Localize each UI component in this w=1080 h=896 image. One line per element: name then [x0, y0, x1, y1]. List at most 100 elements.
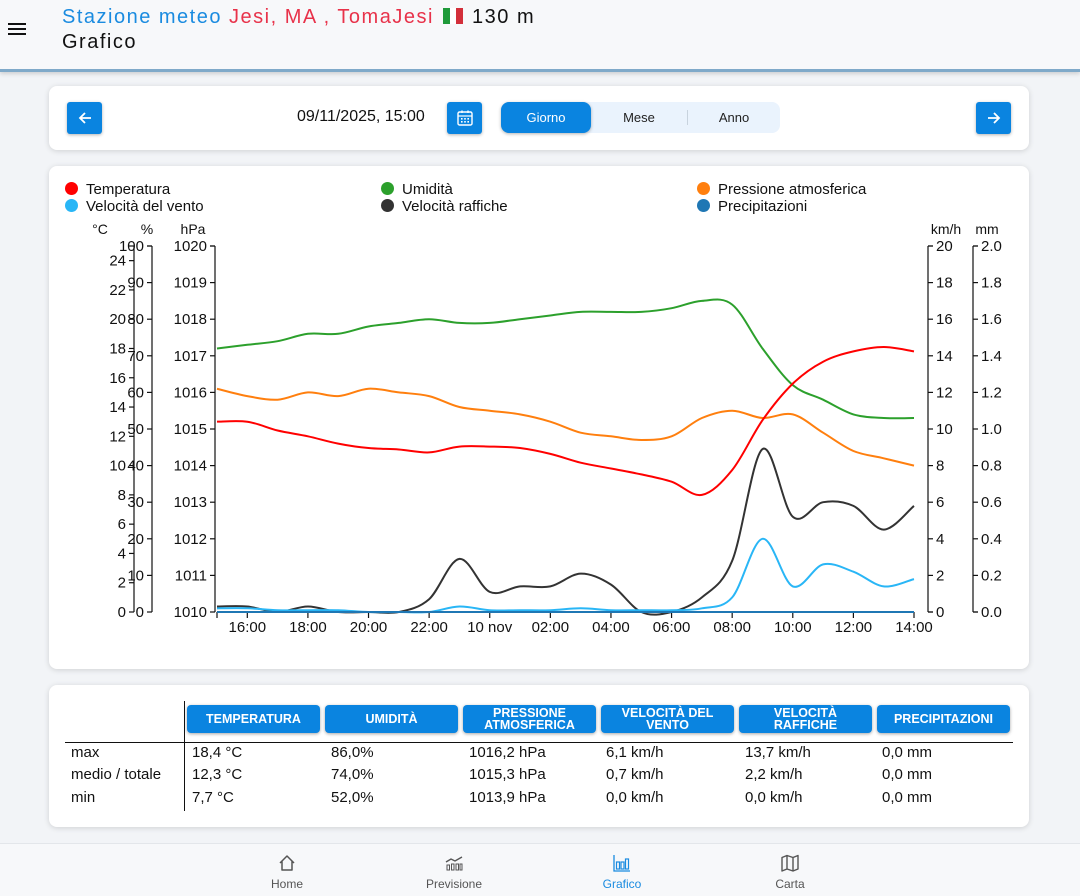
tick-label-rain: 0.8 — [981, 458, 1002, 475]
table-cell: 0,0 km/h — [745, 789, 803, 806]
tick-label-rain: 1.2 — [981, 384, 1002, 401]
legend-umidita[interactable]: Umidità — [381, 181, 453, 198]
tick-label-rain: 0.0 — [981, 604, 1002, 621]
calendar-button[interactable] — [447, 102, 482, 134]
series-line-pressione-atmosferica — [216, 387, 915, 467]
tick-label-temp: 18 — [109, 340, 126, 357]
chart-card: Temperatura Umidità Pressione atmosferic… — [49, 166, 1029, 669]
legend-label: Precipitazioni — [718, 198, 808, 215]
nav-previsione[interactable]: Previsione — [394, 844, 514, 896]
table-cell: 0,0 mm — [882, 789, 933, 806]
legend-marker — [381, 182, 394, 195]
tick-label-wind: 4 — [936, 531, 944, 548]
table-cell: 1016,2 hPa — [469, 744, 546, 761]
selected-date[interactable]: 09/11/2025, 15:00 — [297, 108, 425, 125]
column-umidita[interactable]: UMIDITÀ — [325, 705, 458, 733]
table-cell: 86,0% — [331, 744, 374, 761]
legend-raffiche[interactable]: Velocità raffiche — [381, 198, 508, 215]
nav-grafico[interactable]: Grafico — [562, 844, 682, 896]
tick-label-temp: 0 — [118, 604, 126, 621]
segment-mese[interactable]: Mese — [623, 110, 655, 125]
segment-giorno[interactable]: Giorno — [501, 102, 591, 133]
table-cell: 74,0% — [331, 766, 374, 783]
column-pressione[interactable]: PRESSIONE ATMOSFERICA — [463, 705, 596, 733]
segment-anno[interactable]: Anno — [718, 110, 750, 125]
title-prefix: Stazione meteo — [62, 6, 222, 28]
home-icon — [279, 855, 295, 871]
x-tick-label: 02:00 — [532, 619, 570, 636]
row-label: medio / totale — [71, 766, 162, 783]
tick-label-temp: 12 — [109, 428, 126, 445]
tick-label-rain: 0.4 — [981, 531, 1002, 548]
column-precipitazioni[interactable]: PRECIPITAZIONI — [877, 705, 1010, 733]
column-raffiche[interactable]: VELOCITÀ RAFFICHE — [739, 705, 872, 733]
tick-label-wind: 2 — [936, 567, 944, 584]
tick-label-hum: 0 — [136, 604, 144, 621]
page-title: Grafico — [62, 31, 137, 53]
tick-label-press: 1012 — [174, 531, 207, 548]
nav-carta[interactable]: Carta — [730, 844, 850, 896]
tick-label-press: 1020 — [174, 238, 207, 255]
series-line-velocit-raffiche — [216, 447, 915, 616]
tick-label-wind: 20 — [936, 238, 953, 255]
legend-marker — [381, 199, 394, 212]
legend-pressione[interactable]: Pressione atmosferica — [697, 181, 866, 198]
previous-button[interactable] — [67, 102, 102, 134]
table-cell: 1013,9 hPa — [469, 789, 546, 806]
tick-label-temp: 24 — [109, 253, 126, 270]
x-tick-label: 08:00 — [713, 619, 751, 636]
tick-label-rain: 0.2 — [981, 567, 1002, 584]
legend-temperatura[interactable]: Temperatura — [65, 181, 170, 198]
x-tick-label: 06:00 — [653, 619, 691, 636]
series-line-umidit — [216, 298, 915, 420]
column-temperatura[interactable]: TEMPERATURA — [187, 705, 320, 733]
legend-precipitazioni[interactable]: Precipitazioni — [697, 198, 807, 215]
tick-label-press: 1015 — [174, 421, 207, 438]
tick-label-press: 1011 — [175, 567, 207, 584]
axis-unit-hum: % — [141, 221, 153, 237]
table-cell: 6,1 km/h — [606, 744, 664, 761]
tick-label-press: 1016 — [174, 384, 207, 401]
axis-unit-rain: mm — [975, 221, 998, 237]
nav-label: Home — [270, 877, 303, 891]
tick-label-rain: 2.0 — [981, 238, 1002, 255]
menu-icon[interactable] — [8, 20, 28, 40]
x-tick-label: 22:00 — [410, 619, 448, 636]
x-tick-label: 12:00 — [835, 619, 873, 636]
axis-unit-press: hPa — [181, 221, 206, 237]
legend-marker — [65, 199, 78, 212]
tick-label-temp: 4 — [118, 545, 126, 562]
calendar-icon — [456, 110, 473, 126]
station-title: Stazione meteo Jesi, MA , TomaJesi 130 m — [62, 6, 535, 29]
tick-label-hum: 40 — [127, 458, 144, 475]
nav-home[interactable]: Home — [227, 844, 347, 896]
weather-chart: °C024681012141618202224%0102030405060708… — [92, 221, 1002, 636]
legend-label: Velocità del vento — [86, 198, 204, 215]
table-cell: 0,0 mm — [882, 744, 933, 761]
tick-label-wind: 18 — [936, 275, 953, 292]
station-altitude: 130 m — [472, 6, 536, 28]
tick-label-hum: 80 — [127, 311, 144, 328]
italy-flag-icon — [442, 7, 463, 24]
bar-chart-icon — [613, 855, 630, 872]
row-label: min — [71, 789, 96, 806]
period-selector: Giorno Mese Anno — [501, 102, 780, 133]
x-tick-label: 10:00 — [774, 619, 812, 636]
table-cell: 0,0 mm — [882, 766, 933, 783]
map-icon — [781, 854, 799, 872]
legend-marker — [697, 199, 710, 212]
tick-label-rain: 1.6 — [981, 311, 1002, 328]
legend-vento[interactable]: Velocità del vento — [65, 198, 204, 215]
column-vento[interactable]: VELOCITÀ DEL VENTO — [601, 705, 734, 733]
legend-marker — [697, 182, 710, 195]
tick-label-temp: 16 — [109, 370, 126, 387]
table-cell: 13,7 km/h — [745, 744, 811, 761]
tick-label-hum: 30 — [127, 494, 144, 511]
table-header-divider — [65, 742, 1013, 743]
station-location: Jesi, MA , TomaJesi — [229, 6, 434, 28]
x-tick-label: 14:00 — [895, 619, 933, 636]
x-tick-label: 18:00 — [289, 619, 327, 636]
legend-marker — [65, 182, 78, 195]
next-button[interactable] — [976, 102, 1011, 134]
series-line-velocit-del-vento — [216, 537, 915, 614]
